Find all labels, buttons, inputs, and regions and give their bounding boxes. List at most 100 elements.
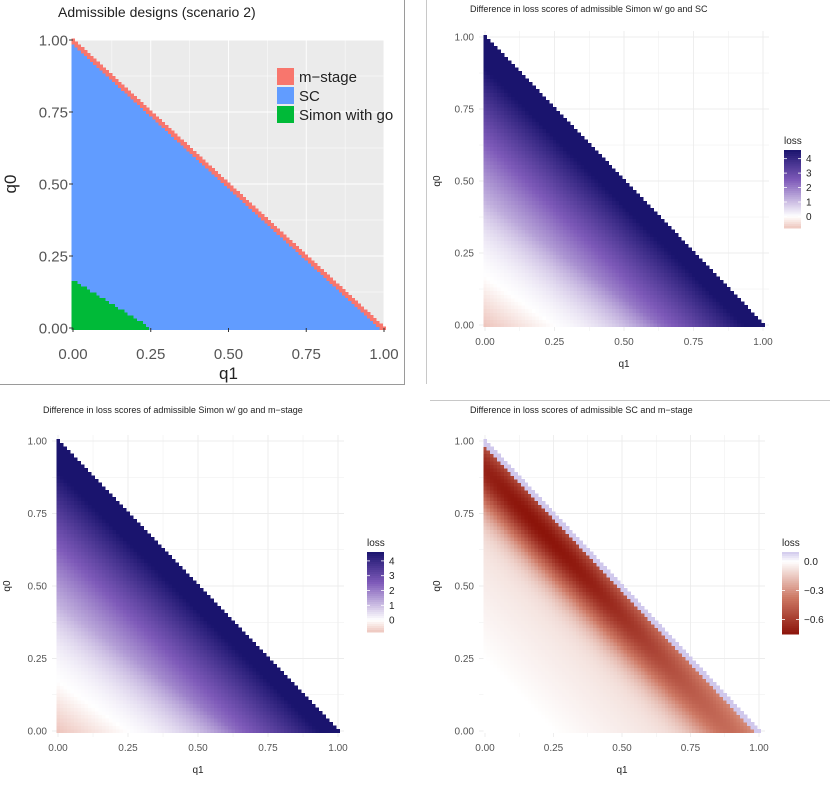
heatmap-cell [226,205,231,209]
heatmap-cell [195,289,200,293]
heatmap-cell [295,297,299,302]
heatmap-cell [273,317,278,322]
heatmap-cell [248,277,253,281]
heatmap-cell [242,312,247,316]
heatmap-cell [220,280,225,284]
heatmap-cell [71,52,75,57]
heatmap-cell [298,300,302,304]
heatmap-cell [161,156,166,160]
heatmap-cell [71,234,75,238]
heatmap-cell [223,306,228,310]
heatmap-cell [158,254,163,258]
heatmap-cell [93,191,97,195]
heatmap-cell [142,110,147,114]
heatmap-cell [108,286,113,290]
heatmap-cell [161,323,166,327]
heatmap-cell [254,315,259,319]
heatmap-cell [164,300,169,304]
heatmap-cell [139,268,144,273]
heatmap-cell [174,243,178,247]
heatmap-cell [233,194,237,198]
heatmap-cell [317,274,321,278]
heatmap-cell [205,260,209,264]
heatmap-cell [155,171,159,175]
heatmap-cell [261,286,265,290]
heatmap-cell [236,306,240,310]
heatmap-cell [223,263,228,267]
heatmap-cell [111,99,116,103]
heatmap-cell [180,182,184,186]
heatmap-cell [282,243,287,247]
heatmap-cell [74,315,79,319]
heatmap-cell [261,309,265,313]
heatmap-cell [264,220,268,224]
heatmap-cell [273,323,278,327]
heatmap-cell [180,211,184,215]
heatmap-cell [71,312,75,316]
heatmap-cell [230,266,234,270]
heatmap-cell [155,228,159,232]
heatmap-cell [298,294,302,299]
heatmap-cell [205,317,209,322]
heatmap-cell [258,280,262,284]
heatmap-cell [267,320,271,325]
heatmap-cell [114,263,119,267]
heatmap-cell [192,225,197,230]
heatmap-cell [118,150,122,155]
heatmap-cell [205,243,209,247]
heatmap-cell [314,263,318,267]
heatmap-cell [149,153,153,158]
heatmap-cell [71,110,75,114]
heatmap-cell [105,116,110,120]
heatmap-cell [320,303,324,307]
heatmap-cell [127,127,131,132]
heatmap-cell [279,268,284,273]
heatmap-cell [161,139,166,143]
heatmap-cell [323,317,327,322]
heatmap-cell [93,257,97,261]
heatmap-cell [158,286,163,290]
heatmap-cell [118,309,122,313]
heatmap-cell [139,277,144,281]
heatmap-cell [139,300,144,304]
heatmap-cell [152,222,156,227]
heatmap-cell [326,323,330,327]
heatmap-cell [71,81,75,86]
heatmap-cell [214,173,219,178]
heatmap-cell [323,289,327,293]
heatmap-cell [189,277,194,281]
heatmap-cell [133,99,138,103]
heatmap-cell [320,320,324,325]
heatmap-cell [323,323,327,327]
heatmap-cell [130,315,135,319]
heatmap-cell [130,194,135,198]
heatmap-cell [149,289,153,293]
heatmap-cell [139,257,144,261]
heatmap-cell [83,101,88,106]
heatmap-cell [111,254,116,258]
heatmap-cell [74,208,79,212]
heatmap-cell [198,243,203,247]
heatmap-cell [202,176,206,181]
heatmap-cell [133,173,138,178]
heatmap-cell [83,283,88,287]
heatmap-cell [86,323,91,327]
heatmap-cell [99,185,103,189]
heatmap-cell [208,173,212,178]
heatmap-cell [261,315,265,319]
heatmap-cell [261,303,265,307]
heatmap-cell [99,173,103,178]
heatmap-cell [93,96,97,100]
heatmap-cell [161,136,166,140]
heatmap-cell [80,96,85,100]
heatmap-cell [205,173,209,178]
heatmap-cell [177,214,181,218]
heatmap-cell [214,277,219,281]
heatmap-cell [301,323,306,327]
heatmap-cell [77,260,82,264]
heatmap-cell [161,263,166,267]
heatmap-cell [121,176,125,181]
heatmap-cell [295,317,299,322]
heatmap-cell [161,228,166,232]
heatmap-cell [146,148,150,152]
